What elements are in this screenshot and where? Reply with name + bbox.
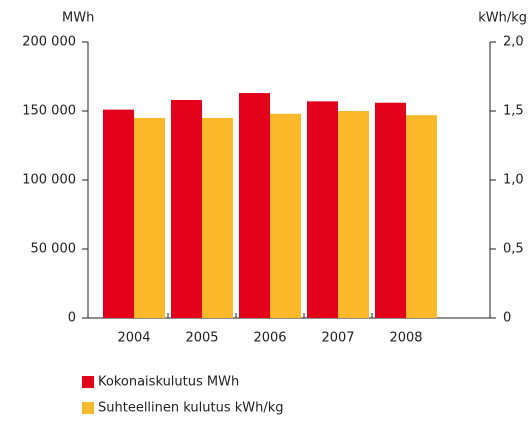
y2-tick-label: 0,5 [503,242,524,257]
bar [338,111,369,318]
bar [307,101,338,318]
bar [171,99,202,319]
y-tick-label: 50 000 [31,242,77,257]
x-tick-label: 2008 [389,331,422,346]
y-tick-label: 150 000 [22,104,76,119]
bar [375,102,406,318]
y2-tick-label: 1,0 [503,173,524,188]
bar [202,117,233,319]
legend-label: Kokonaiskulutus MWh [98,375,239,390]
y-axis-label: MWh [62,11,94,26]
y2-axis-label: kWh/kg [478,11,527,26]
y-tick-label: 100 000 [22,173,76,188]
y-tick-label: 200 000 [22,35,76,50]
legend-swatch [82,376,94,388]
bar [406,115,437,318]
y2-tick-label: 0 [503,311,511,326]
x-tick-label: 2006 [253,331,286,346]
y-tick-label: 0 [68,311,76,326]
bar [134,117,165,319]
x-tick-label: 2004 [117,331,150,346]
legend-label: Suhteellinen kulutus kWh/kg [98,401,284,416]
x-tick-label: 2007 [321,331,354,346]
bar [239,93,270,318]
y2-tick-label: 1,5 [503,104,524,119]
x-tick-label: 2005 [185,331,218,346]
bar [103,109,134,319]
y2-tick-label: 2,0 [503,35,524,50]
bar [270,113,301,318]
legend-swatch [82,402,94,414]
